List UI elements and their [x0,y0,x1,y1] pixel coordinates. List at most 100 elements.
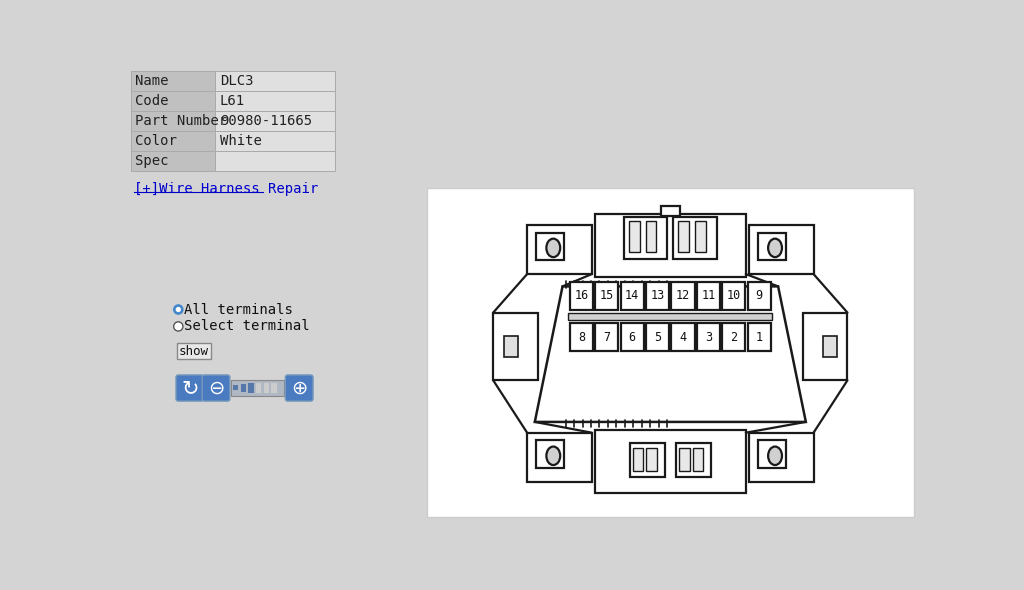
Bar [595,430,745,493]
Bar [264,383,269,394]
Text: All terminals: All terminals [184,303,293,316]
Text: 9: 9 [756,289,763,302]
Bar [215,151,335,171]
Bar [595,323,618,351]
Bar [427,188,913,517]
Bar [697,323,720,351]
Text: Color: Color [135,134,177,148]
Text: ⊖: ⊖ [208,379,224,398]
Text: 2: 2 [730,331,737,344]
Bar [595,282,618,310]
Circle shape [176,307,180,312]
Bar [621,282,644,310]
Bar [231,381,284,396]
Bar [215,91,335,111]
Text: 1: 1 [756,331,763,344]
Bar [803,313,848,381]
Bar [131,131,215,151]
Bar [662,206,680,215]
Bar [241,384,246,392]
Bar [249,383,254,394]
Bar [215,111,335,131]
Text: 3: 3 [705,331,712,344]
Text: Code: Code [135,94,169,108]
Bar [672,323,694,351]
Bar [697,282,720,310]
Bar [646,282,669,310]
Bar [625,217,668,258]
Bar [692,448,703,471]
Bar [256,383,261,394]
FancyBboxPatch shape [176,375,204,401]
Bar [646,448,657,471]
Bar [271,383,276,394]
Bar [722,282,745,310]
Bar [537,440,564,468]
Bar [504,336,518,357]
Bar [748,282,771,310]
Ellipse shape [547,447,560,465]
Polygon shape [535,286,806,422]
Bar [537,232,564,260]
Text: 7: 7 [603,331,610,344]
Bar [672,282,694,310]
Text: White: White [220,134,262,148]
Text: show: show [179,345,209,358]
Text: Name: Name [135,74,169,88]
Text: Part Number: Part Number [135,114,227,128]
Text: 5: 5 [654,331,662,344]
Bar [633,448,643,471]
Text: Spec: Spec [135,154,169,168]
Bar [527,225,592,274]
Text: [+]Wire Harness Repair: [+]Wire Harness Repair [134,182,317,196]
Circle shape [174,305,183,314]
Bar [823,336,837,357]
Text: ↻: ↻ [181,378,199,398]
Ellipse shape [768,239,782,257]
Text: DLC3: DLC3 [220,74,253,88]
Bar [679,448,689,471]
Text: 10: 10 [727,289,741,302]
Bar [722,323,745,351]
FancyBboxPatch shape [202,375,230,401]
Text: ⊕: ⊕ [291,379,307,398]
Text: 11: 11 [701,289,716,302]
FancyBboxPatch shape [286,375,313,401]
Bar [131,71,215,91]
Text: 6: 6 [629,331,636,344]
Bar [646,221,656,252]
Ellipse shape [547,239,560,257]
Bar [621,323,644,351]
Text: 12: 12 [676,289,690,302]
Text: 15: 15 [600,289,614,302]
Bar [215,71,335,91]
Bar [131,111,215,131]
Bar [629,221,640,252]
Text: Select terminal: Select terminal [184,319,310,333]
Bar [527,432,592,482]
Bar [674,217,717,258]
Bar [595,214,745,277]
Bar [131,91,215,111]
Bar [131,151,215,171]
Bar [177,343,211,359]
Bar [758,440,785,468]
Bar [749,432,813,482]
Bar [749,225,813,274]
Text: 4: 4 [680,331,687,344]
Bar [215,131,335,151]
Text: 13: 13 [650,289,665,302]
Circle shape [174,322,183,331]
Text: 14: 14 [625,289,639,302]
Bar [569,282,593,310]
Text: 16: 16 [574,289,589,302]
Text: 8: 8 [578,331,585,344]
Bar [494,313,538,381]
Bar [676,444,711,477]
Bar [678,221,689,252]
Bar [758,232,785,260]
Bar [568,313,772,320]
Bar [695,221,706,252]
Bar [569,323,593,351]
Bar [748,323,771,351]
